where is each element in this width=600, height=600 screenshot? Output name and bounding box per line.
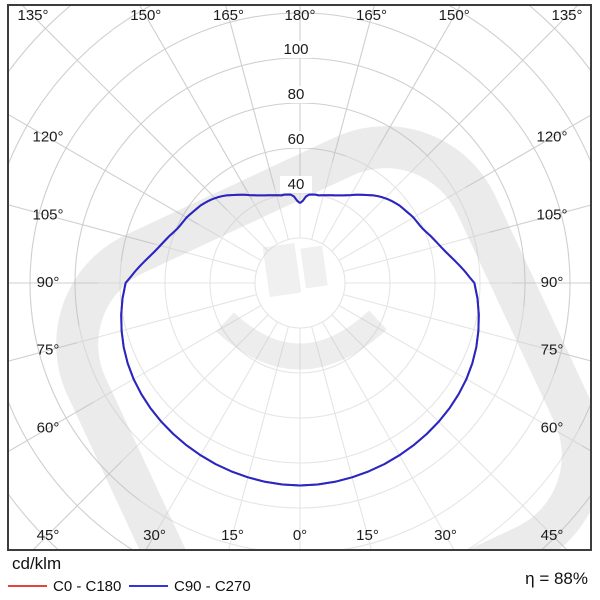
angle-labels: 0° 15° 15° 30° 30° 45° 45° 60° 60° 75° 75° 90° 90° 10…: [17, 7, 582, 544]
angle-label: 75°: [37, 341, 60, 358]
angle-label: 15°: [356, 527, 379, 544]
angle-label: 180°: [284, 7, 315, 24]
watermark-logo: [56, 126, 590, 549]
grid-spoke: [322, 6, 461, 245]
c90-c270-legend-label: C90 - C270: [174, 578, 251, 595]
watermark-mark-left: [262, 243, 302, 297]
grid-spoke: [311, 6, 375, 240]
grid-spoke: [311, 326, 372, 549]
grid-spoke: [225, 6, 289, 240]
efficiency-label: η = 88%: [525, 569, 588, 588]
watermark-hook: [216, 310, 387, 370]
angle-label: 0°: [293, 527, 307, 544]
angle-label: 150°: [130, 7, 161, 24]
angle-label: 120°: [32, 128, 63, 145]
grid-spoke: [9, 204, 257, 272]
angle-label: 150°: [439, 7, 470, 24]
radius-label: 60: [288, 131, 305, 148]
grid-spoke: [9, 114, 262, 261]
c0-c180-legend-line: [8, 585, 47, 587]
angle-label: 75°: [541, 341, 564, 358]
grid-spoke: [9, 294, 257, 362]
legend: C0 - C180 C90 - C270: [0, 576, 600, 596]
plot-border: [7, 4, 592, 551]
grid-spoke: [139, 6, 278, 245]
grid-spoke: [343, 204, 590, 272]
c90-c270-curve: [120, 193, 480, 487]
grid-spoke: [322, 321, 455, 549]
grid-spoke: [343, 294, 590, 362]
grid-spoke: [33, 314, 269, 549]
grid-spoke: [338, 305, 590, 452]
radius-label-backing: [280, 131, 312, 148]
grid-spoke: [228, 326, 289, 549]
radius-label-backing: [280, 41, 312, 58]
angle-label: 135°: [551, 7, 582, 24]
watermark-frame: [56, 126, 590, 549]
angle-label: 90°: [541, 274, 564, 291]
watermark-mark-right: [300, 245, 328, 289]
radius-label: 40: [288, 176, 305, 193]
angle-label: 45°: [541, 527, 564, 544]
angle-label: 30°: [434, 527, 457, 544]
angle-label: 60°: [541, 419, 564, 436]
angle-label: 90°: [37, 274, 60, 291]
radius-label-backing: [280, 86, 312, 103]
c90-c270-legend-line: [129, 585, 168, 587]
radius-label: 100: [283, 41, 308, 58]
angle-label: 135°: [17, 7, 48, 24]
radius-axis-labels: 40 60 80 100: [280, 41, 312, 193]
c0-c180-legend-label: C0 - C180: [53, 578, 122, 595]
grid-spoke: [9, 305, 262, 452]
angle-label: 105°: [32, 206, 63, 223]
angle-label: 165°: [356, 7, 387, 24]
angle-label: 30°: [143, 527, 166, 544]
angle-label: 15°: [221, 527, 244, 544]
grid-spoke: [22, 6, 269, 252]
angle-label: 60°: [37, 419, 60, 436]
radius-label-backing: [280, 176, 312, 193]
angle-label: 105°: [536, 206, 567, 223]
grid-spoke: [331, 314, 567, 549]
angle-label: 45°: [37, 527, 60, 544]
grid-spoke: [331, 6, 578, 252]
angle-label: 120°: [536, 128, 567, 145]
grid-spoke: [145, 321, 278, 549]
grid-spoke: [338, 114, 590, 261]
unit-label: cd/klm: [12, 554, 62, 573]
radius-label: 80: [288, 86, 305, 103]
angle-label: 165°: [213, 7, 244, 24]
